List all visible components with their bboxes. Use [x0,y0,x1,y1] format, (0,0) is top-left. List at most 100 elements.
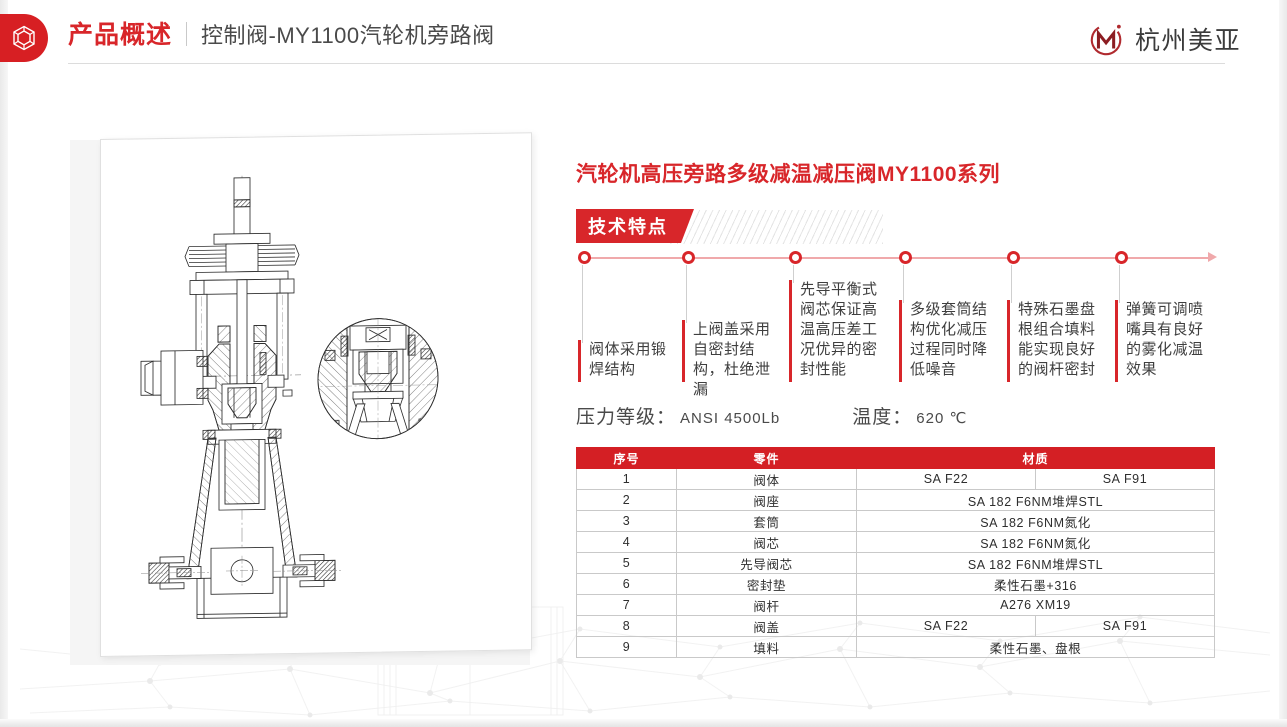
cell-no: 5 [576,552,677,574]
cell-material-primary: SA F22 [856,468,1036,490]
header-underline [68,63,1225,64]
features-list: 阀体采用锻焊结构 上阀盖采用自密封结构，杜绝泄漏 先导平衡式阀芯保证高温高压差工… [576,265,1226,398]
timeline-arrow-icon [1208,252,1217,262]
feature-text: 特殊石墨盘根组合填料能实现良好的阀杆密封 [1018,301,1096,378]
cell-part: 阀盖 [676,615,857,637]
cell-no: 9 [576,636,677,658]
timeline-dot-2 [682,251,695,264]
cell-material-primary: SA F22 [856,615,1036,637]
cell-material-secondary: SA F91 [1035,615,1215,637]
timeline-axis [584,257,1210,259]
cell-part: 填料 [676,636,857,658]
feature-accent-bar [578,340,581,382]
feature-item-2: 上阀盖采用自密封结构，杜绝泄漏 [682,265,788,398]
table-row: 7 阀杆 A276 XM19 [576,594,1215,616]
product-info-column: 汽轮机高压旁路多级减温减压阀MY1100系列 技术特点 阀体采用锻焊结构 [576,160,1226,658]
timeline-dot-6 [1115,251,1128,264]
feature-body: 先导平衡式阀芯保证高温高压差工况优异的密封性能 [789,280,892,382]
feature-text: 阀体采用锻焊结构 [589,341,667,378]
materials-table: 序号 零件 材质 1 阀体 SA F22 SA F91 2 阀座 SA 182 F6NM堆焊… [576,447,1215,658]
feature-text: 多级套筒结构优化减压过程同时降低噪音 [910,301,988,378]
column-header-part: 零件 [676,447,857,469]
cell-material: SA 182 F6NM氮化 [856,510,1215,532]
feature-item-3: 先导平衡式阀芯保证高温高压差工况优异的密封性能 [789,265,895,382]
cell-part: 阀体 [676,468,857,490]
feature-drop-rule [793,265,794,283]
feature-accent-bar [1007,300,1010,382]
feature-accent-bar [899,300,902,382]
timeline-dot-4 [899,251,912,264]
timeline-dot-3 [789,251,802,264]
features-timeline [576,251,1226,265]
spec-line: 压力等级： ANSI 4500Lb 温度： 620 ℃ [576,402,1226,429]
feature-drop-rule [903,265,904,303]
cell-material-secondary: SA F91 [1035,468,1215,490]
feature-body: 上阀盖采用自密封结构，杜绝泄漏 [682,320,785,398]
cell-part: 阀座 [676,489,857,511]
feature-item-6: 弹簧可调喷嘴具有良好的雾化减温效果 [1115,265,1221,382]
feature-drop-rule [1119,265,1120,303]
page-title: 产品概述 [68,21,173,49]
column-header-no: 序号 [576,447,677,469]
cell-no: 3 [576,510,677,532]
table-row: 5 先导阀芯 SA 182 F6NM堆焊STL [576,552,1215,574]
cell-no: 1 [576,468,677,490]
temperature-label: 温度： [852,407,913,428]
page-edge-right [1279,0,1287,727]
feature-drop-rule [582,265,583,343]
cell-material: 柔性石墨+316 [856,573,1215,595]
feature-text: 上阀盖采用自密封结构，杜绝泄漏 [693,321,771,398]
feature-text: 弹簧可调喷嘴具有良好的雾化减温效果 [1126,301,1204,378]
feature-body: 阀体采用锻焊结构 [578,340,681,382]
table-row: 1 阀体 SA F22 SA F91 [576,468,1215,490]
cell-part: 阀芯 [676,531,857,553]
table-row: 9 填料 柔性石墨、盘根 [576,636,1215,658]
brand-badge [0,14,48,62]
pressure-rating-value: ANSI 4500Lb [680,410,781,427]
feature-item-5: 特殊石墨盘根组合填料能实现良好的阀杆密封 [1007,265,1113,382]
feature-body: 多级套筒结构优化减压过程同时降低噪音 [899,300,1002,382]
cell-material: 柔性石墨、盘根 [856,636,1215,658]
feature-drop-rule [1011,265,1012,303]
cell-part: 先导阀芯 [676,552,857,574]
cell-no: 6 [576,573,677,595]
cell-material: SA 182 F6NM氮化 [856,531,1215,553]
feature-text: 先导平衡式阀芯保证高温高压差工况优异的密封性能 [800,281,878,378]
table-row: 8 阀盖 SA F22 SA F91 [576,615,1215,637]
meiya-m-logo-icon [1090,24,1122,56]
table-row: 2 阀座 SA 182 F6NM堆焊STL [576,489,1215,511]
page-edge-left [0,0,8,727]
header-title-zone: 产品概述 控制阀-MY1100汽轮机旁路阀 [68,18,495,53]
cube-icon [13,25,35,51]
feature-body: 特殊石墨盘根组合填料能实现良好的阀杆密封 [1007,300,1110,382]
table-row: 6 密封垫 柔性石墨+316 [576,573,1215,595]
company-logo: 杭州美亚 [1088,20,1241,58]
banner-hatch-decoration [668,210,883,244]
page-subtitle: 控制阀-MY1100汽轮机旁路阀 [201,23,495,48]
table-row: 3 套筒 SA 182 F6NM氮化 [576,510,1215,532]
title-divider [186,22,188,46]
cell-no: 8 [576,615,677,637]
cell-material: SA 182 F6NM堆焊STL [856,489,1215,511]
feature-accent-bar [682,320,685,382]
table-row: 4 阀芯 SA 182 F6NM氮化 [576,531,1215,553]
feature-accent-bar [1115,300,1118,382]
cell-part: 密封垫 [676,573,857,595]
valve-cross-section-drawing [140,175,439,619]
technical-features-banner: 技术特点 [576,209,1226,245]
feature-drop-rule [686,265,687,323]
timeline-dot-5 [1007,251,1020,264]
feature-item-4: 多级套筒结构优化减压过程同时降低噪音 [899,265,1005,382]
materials-table-body: 1 阀体 SA F22 SA F91 2 阀座 SA 182 F6NM堆焊STL 3 套筒 SA … [576,468,1215,658]
cell-no: 2 [576,489,677,511]
page-header: 产品概述 控制阀-MY1100汽轮机旁路阀 杭州美亚 [0,0,1287,76]
cell-part: 套筒 [676,510,857,532]
column-header-material: 材质 [856,447,1215,469]
page-edge-bottom [0,719,1287,727]
product-series-title: 汽轮机高压旁路多级减温减压阀MY1100系列 [576,163,1001,186]
feature-body: 弹簧可调喷嘴具有良好的雾化减温效果 [1115,300,1218,382]
pressure-rating-label: 压力等级： [576,407,677,428]
technical-drawing-sheet [100,132,532,657]
cell-material: SA 182 F6NM堆焊STL [856,552,1215,574]
